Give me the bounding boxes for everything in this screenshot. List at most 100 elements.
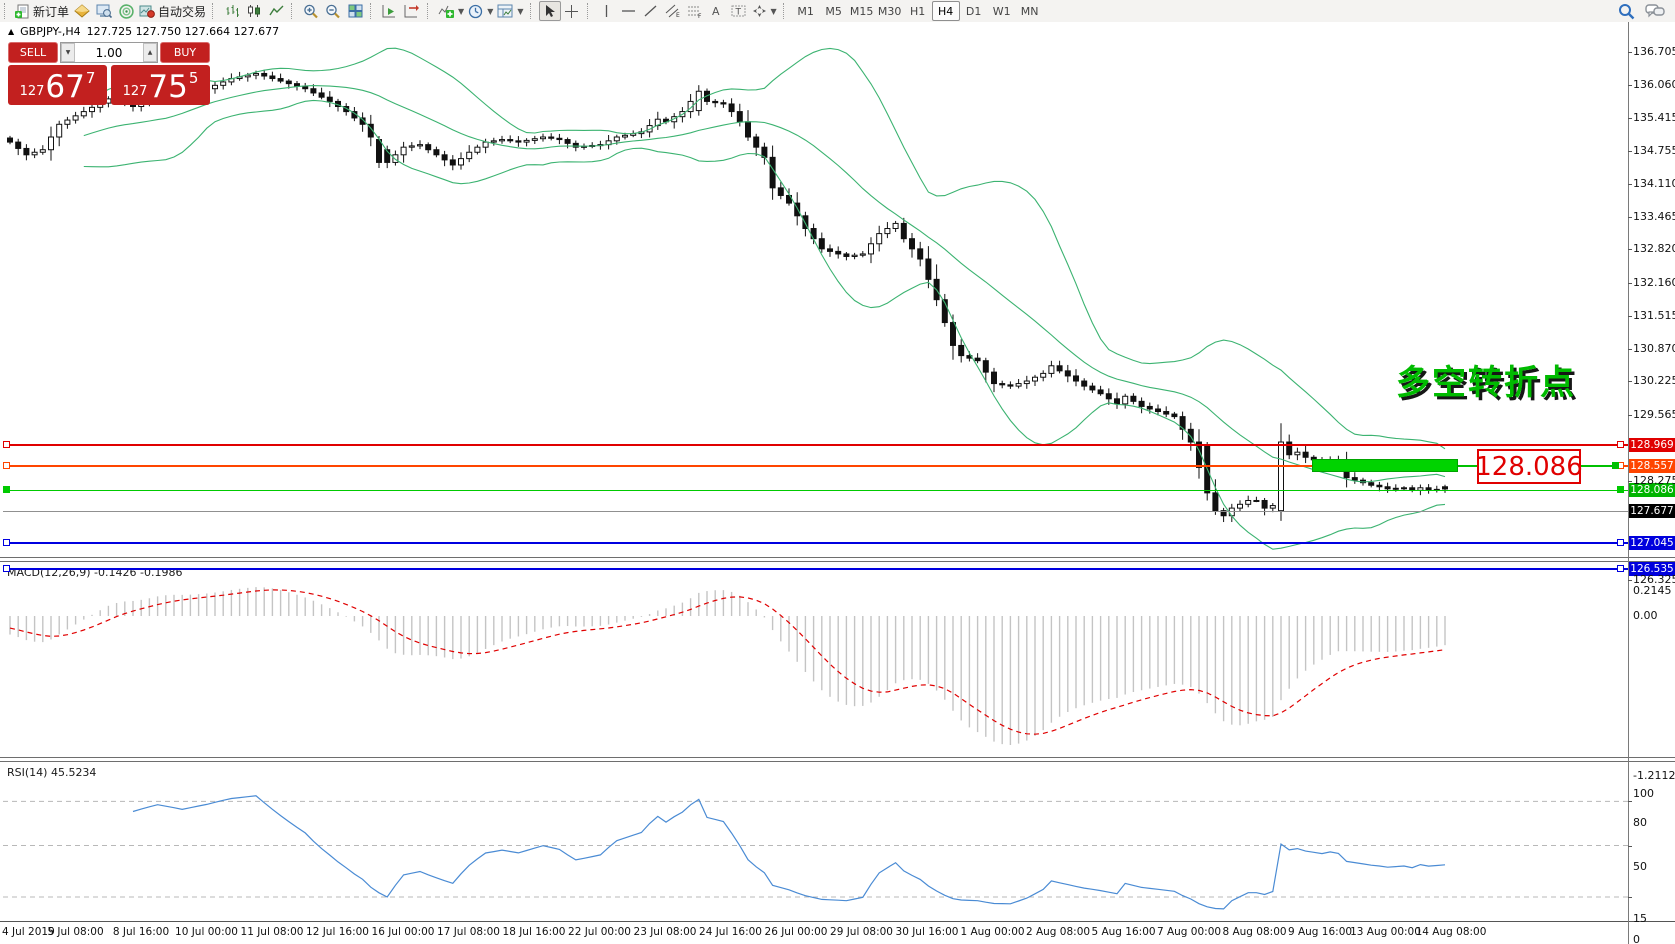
volume-increase-button[interactable]: ▲	[143, 43, 157, 62]
crosshair-button[interactable]	[561, 1, 583, 21]
timeframe-button-h1[interactable]: H1	[910, 4, 926, 18]
toolbar-grip	[4, 3, 10, 19]
price-tickmark	[1628, 249, 1632, 251]
timeframe-button-m15[interactable]: M15	[849, 4, 874, 18]
equidistant-channel-button[interactable]: E	[662, 1, 684, 21]
timeframe-button-m30[interactable]: M30	[877, 4, 902, 18]
timeframe-button-m1[interactable]: M1	[797, 4, 814, 18]
callout-anchor-handle[interactable]	[1612, 462, 1619, 469]
rsi-scale-0: 0	[1633, 933, 1640, 944]
line-handle[interactable]	[1617, 486, 1624, 494]
trendline-button[interactable]	[640, 1, 662, 21]
rsi-pane-canvas[interactable]	[0, 760, 1628, 921]
sell-price-button[interactable]: 127 67 7	[8, 65, 107, 105]
zoom-in-icon	[304, 4, 318, 18]
time-axis-label: 9 Aug 16:00	[1287, 926, 1353, 938]
time-axis-label: 12 Jul 16:00	[306, 926, 369, 938]
horizontal-line-127.677[interactable]	[3, 510, 1628, 512]
one-click-trade-panel: SELL ▼ 1.00 ▲ BUY 127 67 7 127 75 5	[8, 42, 210, 106]
timeframe-button-w1[interactable]: W1	[992, 4, 1011, 18]
line-handle[interactable]	[3, 441, 10, 449]
line-handle[interactable]	[3, 462, 10, 470]
text-label-icon: T	[731, 5, 746, 18]
annotation-text[interactable]: 多空转折点	[1396, 363, 1576, 403]
chart-area[interactable]: ▲ GBPJPY-,H4 127.725 127.750 127.664 127…	[0, 22, 1675, 944]
pane-separator[interactable]	[0, 557, 1675, 562]
volume-value[interactable]: 1.00	[95, 45, 123, 60]
buy-button[interactable]: BUY	[160, 42, 210, 63]
line-handle[interactable]	[1617, 565, 1624, 572]
collapse-arrow-icon[interactable]: ▲	[8, 27, 15, 36]
new-order-button[interactable]: 新订单	[13, 1, 71, 21]
line-handle[interactable]	[1617, 441, 1624, 449]
horizontal-line-126.535[interactable]	[3, 568, 1628, 570]
time-axis-separator	[0, 921, 1675, 922]
price-tick-label: 136.060	[1633, 77, 1675, 91]
highlight-bar[interactable]	[1312, 459, 1458, 472]
metaeditor-icon	[74, 4, 90, 18]
periods-button[interactable]: ▼	[466, 1, 495, 21]
community-chat-icon[interactable]	[1645, 3, 1665, 19]
price-tick-label: 134.110	[1633, 176, 1675, 190]
search-icon[interactable]	[1618, 3, 1635, 20]
timeframe-button-m5[interactable]: M5	[825, 4, 842, 18]
price-tick-label: 132.160	[1633, 276, 1675, 290]
line-chart-button[interactable]	[265, 1, 287, 21]
zoom-in-button[interactable]	[300, 1, 322, 21]
cursor-button[interactable]	[538, 1, 561, 21]
market-watch-button[interactable]	[93, 1, 115, 21]
price-tick-label: 130.870	[1633, 341, 1675, 355]
text-icon: A	[712, 5, 720, 18]
pane-separator[interactable]	[0, 757, 1675, 762]
auto-scroll-button[interactable]	[379, 1, 401, 21]
price-level-tag-128.969: 128.969	[1629, 438, 1675, 453]
signals-button[interactable]	[115, 1, 137, 21]
horizontal-line-128.557[interactable]	[3, 465, 1628, 468]
timeframe-button-h4[interactable]: H4	[931, 1, 960, 21]
zoom-out-button[interactable]	[322, 1, 344, 21]
price-level-tag-128.557: 128.557	[1629, 459, 1675, 474]
templates-button[interactable]: ▼	[495, 1, 525, 21]
bar-chart-button[interactable]	[221, 1, 243, 21]
autotrading-button[interactable]: 自动交易	[137, 1, 208, 21]
vertical-line-button[interactable]	[596, 1, 618, 21]
horizontal-line-button[interactable]	[618, 1, 640, 21]
line-handle[interactable]	[1617, 539, 1624, 547]
horizontal-line-127.045[interactable]	[3, 542, 1628, 545]
buy-price-button[interactable]: 127 75 5	[111, 65, 210, 105]
timeframe-button-d1[interactable]: D1	[965, 4, 982, 18]
metaeditor-button[interactable]	[71, 1, 93, 21]
macd-pane-canvas[interactable]	[0, 560, 1628, 757]
buy-price-point: 5	[188, 69, 199, 87]
tile-windows-button[interactable]	[344, 1, 366, 21]
chevron-down-icon: ▼	[458, 6, 465, 16]
candlestick-chart-button[interactable]	[243, 1, 265, 21]
fibonacci-button[interactable]: F	[684, 1, 706, 21]
line-handle[interactable]	[3, 486, 10, 494]
sell-button[interactable]: SELL	[8, 42, 58, 63]
indicators-button[interactable]: ▼	[436, 1, 466, 21]
chart-shift-button[interactable]	[401, 1, 423, 21]
rsi-tickmark	[1628, 845, 1632, 847]
horizontal-line-128.086[interactable]	[3, 490, 1628, 492]
chart-shift-icon	[404, 5, 420, 18]
toolbar-grip	[291, 3, 297, 19]
time-axis-label: 5 Jul 08:00	[47, 926, 104, 938]
text-button[interactable]: A	[706, 1, 728, 21]
rsi-scale-15: 15	[1633, 912, 1647, 925]
time-axis-label: 24 Jul 16:00	[699, 926, 762, 938]
horizontal-line-icon	[622, 10, 635, 12]
price-callout-box[interactable]: 128.086	[1475, 449, 1583, 484]
price-chart-canvas[interactable]	[0, 22, 1628, 557]
price-tickmark	[1628, 315, 1632, 317]
price-tick-label: 133.465	[1633, 209, 1675, 223]
line-handle[interactable]	[3, 539, 10, 547]
rsi-tickmark	[1628, 801, 1632, 803]
arrows-button[interactable]: ▼	[750, 1, 779, 21]
line-handle[interactable]	[3, 565, 10, 572]
volume-decrease-button[interactable]: ▼	[61, 43, 75, 62]
horizontal-line-128.969[interactable]	[3, 444, 1628, 447]
timeframe-button-mn[interactable]: MN	[1020, 4, 1039, 18]
text-label-button[interactable]: T	[728, 1, 750, 21]
